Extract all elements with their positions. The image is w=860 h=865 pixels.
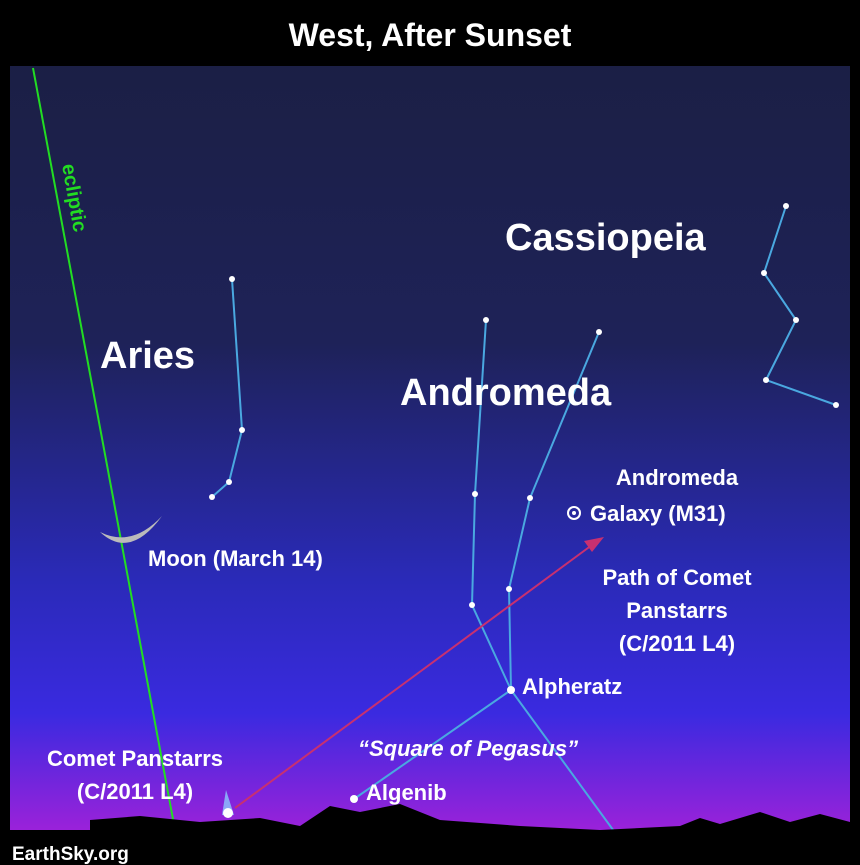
galaxy-label: Andromeda xyxy=(616,465,739,490)
star-label: Algenib xyxy=(366,780,447,805)
constellation-label: Cassiopeia xyxy=(505,217,707,259)
galaxy-label: Galaxy (M31) xyxy=(590,501,726,526)
star-label: Alpheratz xyxy=(522,674,622,699)
comet-path-label: Panstarrs xyxy=(626,598,728,623)
sky-chart: West, After Sunset ecliptic Cassiopeia A… xyxy=(0,0,860,865)
constellation-label: Aries xyxy=(100,335,195,377)
asterism-label: “Square of Pegasus” xyxy=(358,736,578,761)
comet-path-label: Path of Comet xyxy=(602,565,752,590)
comet-label: Comet Panstarrs xyxy=(47,746,223,771)
comet-label: (C/2011 L4) xyxy=(77,779,193,804)
comet-path-label: (C/2011 L4) xyxy=(619,631,735,656)
constellation-label: Andromeda xyxy=(400,372,612,414)
credit: EarthSky.org xyxy=(12,844,129,865)
title: West, After Sunset xyxy=(289,17,572,53)
moon-label: Moon (March 14) xyxy=(148,546,323,571)
